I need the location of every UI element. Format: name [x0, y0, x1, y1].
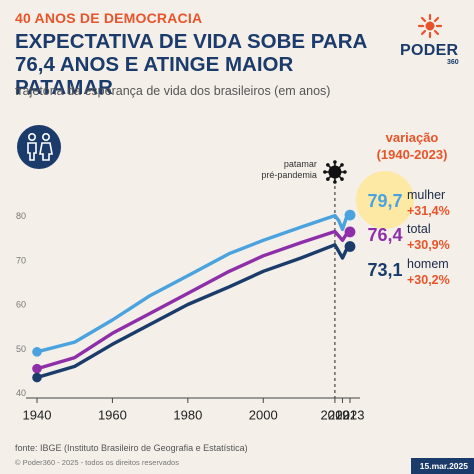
x-tick-label: 1980: [173, 408, 202, 423]
series-line-mulher: [35, 213, 352, 354]
change-label: +31,4%: [407, 204, 450, 218]
value-label: 79,7: [367, 191, 402, 211]
series-start-marker: [32, 363, 42, 374]
pandemic-annotation: pré-pandemia: [261, 170, 317, 180]
people-icon: [17, 125, 61, 169]
series-line-total: [35, 229, 352, 371]
virus-icon: [323, 160, 347, 184]
pandemic-annotation: patamar: [284, 159, 317, 169]
value-label: 73,1: [367, 260, 402, 280]
brand-name: PODER: [400, 42, 459, 59]
series-line-homem: [35, 243, 352, 380]
x-tick-label: 2021: [328, 408, 357, 423]
series-end-marker: [344, 226, 356, 238]
change-label: +30,2%: [407, 273, 450, 287]
page-title: EXPECTATIVA DE VIDA SOBE PARA 76,4 ANOS …: [15, 30, 367, 99]
variation-title: variação: [386, 130, 439, 145]
series-name-label: total: [407, 222, 431, 236]
x-tick-label: 2023: [336, 408, 365, 423]
brand-sub: 360: [447, 59, 459, 66]
value-highlight: [356, 171, 414, 229]
series-name-label: homem: [407, 257, 449, 271]
y-tick-label: 50: [16, 344, 26, 354]
subtitle: trajetória da esperança de vida dos bras…: [15, 84, 331, 98]
copyright-note: © Poder360 - 2025 - todos os direitos re…: [15, 458, 179, 467]
x-tick-label: 2019: [320, 408, 349, 423]
x-tick-label: 2000: [249, 408, 278, 423]
variation-title: (1940-2023): [377, 147, 448, 162]
source-note: fonte: IBGE (Instituto Brasileiro de Geo…: [15, 443, 248, 453]
y-tick-label: 40: [16, 388, 26, 398]
y-tick-label: 80: [16, 211, 26, 221]
y-tick-label: 60: [16, 300, 26, 310]
series-end-marker: [344, 209, 356, 221]
x-tick-label: 1940: [23, 408, 52, 423]
change-label: +30,9%: [407, 238, 450, 252]
series-start-marker: [32, 347, 42, 357]
date-badge: 15.mar.2025: [410, 458, 474, 474]
series-start-marker: [32, 372, 42, 383]
kicker: 40 ANOS DE DEMOCRACIA: [15, 10, 203, 26]
poder360-sun-logo-icon: [417, 14, 443, 39]
x-tick-label: 1960: [98, 408, 127, 423]
y-tick-label: 70: [16, 255, 26, 265]
series-end-marker: [344, 241, 356, 252]
value-label: 76,4: [367, 225, 402, 245]
series-name-label: mulher: [407, 188, 445, 202]
